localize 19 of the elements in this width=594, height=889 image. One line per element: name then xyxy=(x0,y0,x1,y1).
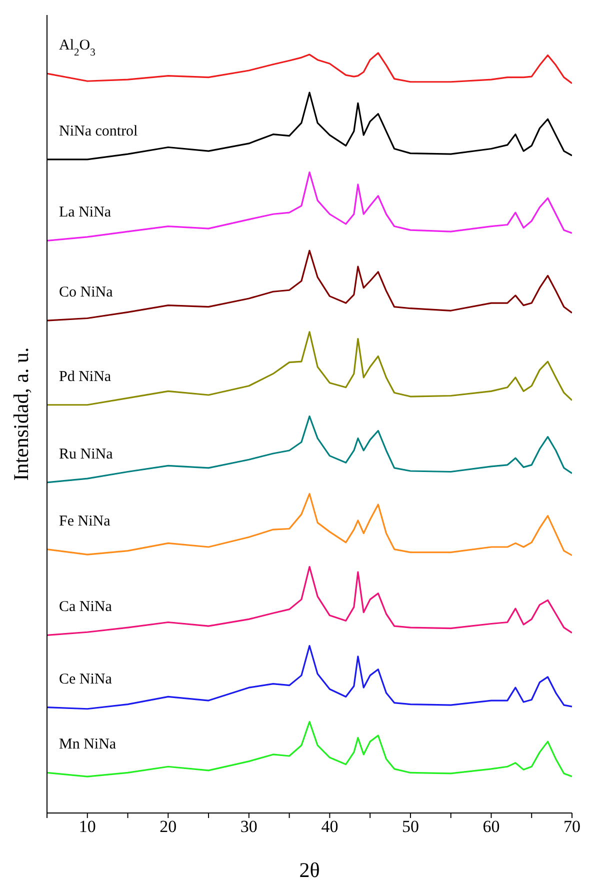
series-label: Mn NiNa xyxy=(59,736,116,753)
series-label: Al$_{2}$O$_{3}$ xyxy=(59,38,96,58)
x-tick-label: 60 xyxy=(482,817,500,836)
series-label: Ru NiNa xyxy=(59,446,114,462)
y-axis-title: Intensidad, a. u. xyxy=(9,347,33,481)
series-label: Co NiNa xyxy=(59,284,114,301)
x-axis-title: 2θ xyxy=(299,858,320,882)
x-tick-label: 20 xyxy=(160,817,177,836)
series-label: Ca NiNa xyxy=(59,599,112,616)
x-tick-label: 30 xyxy=(240,817,258,836)
x-tick-label: 10 xyxy=(78,817,96,836)
series-label: NiNa control xyxy=(59,123,138,140)
series-label: Pd NiNa xyxy=(59,368,112,385)
x-tick-label: 70 xyxy=(564,817,580,836)
x-tick-label: 40 xyxy=(321,817,338,836)
x-tick-label: 50 xyxy=(402,817,419,836)
series-label: Ce NiNa xyxy=(59,671,112,688)
series-label: La NiNa xyxy=(59,204,112,221)
series-label: Fe NiNa xyxy=(59,513,111,530)
